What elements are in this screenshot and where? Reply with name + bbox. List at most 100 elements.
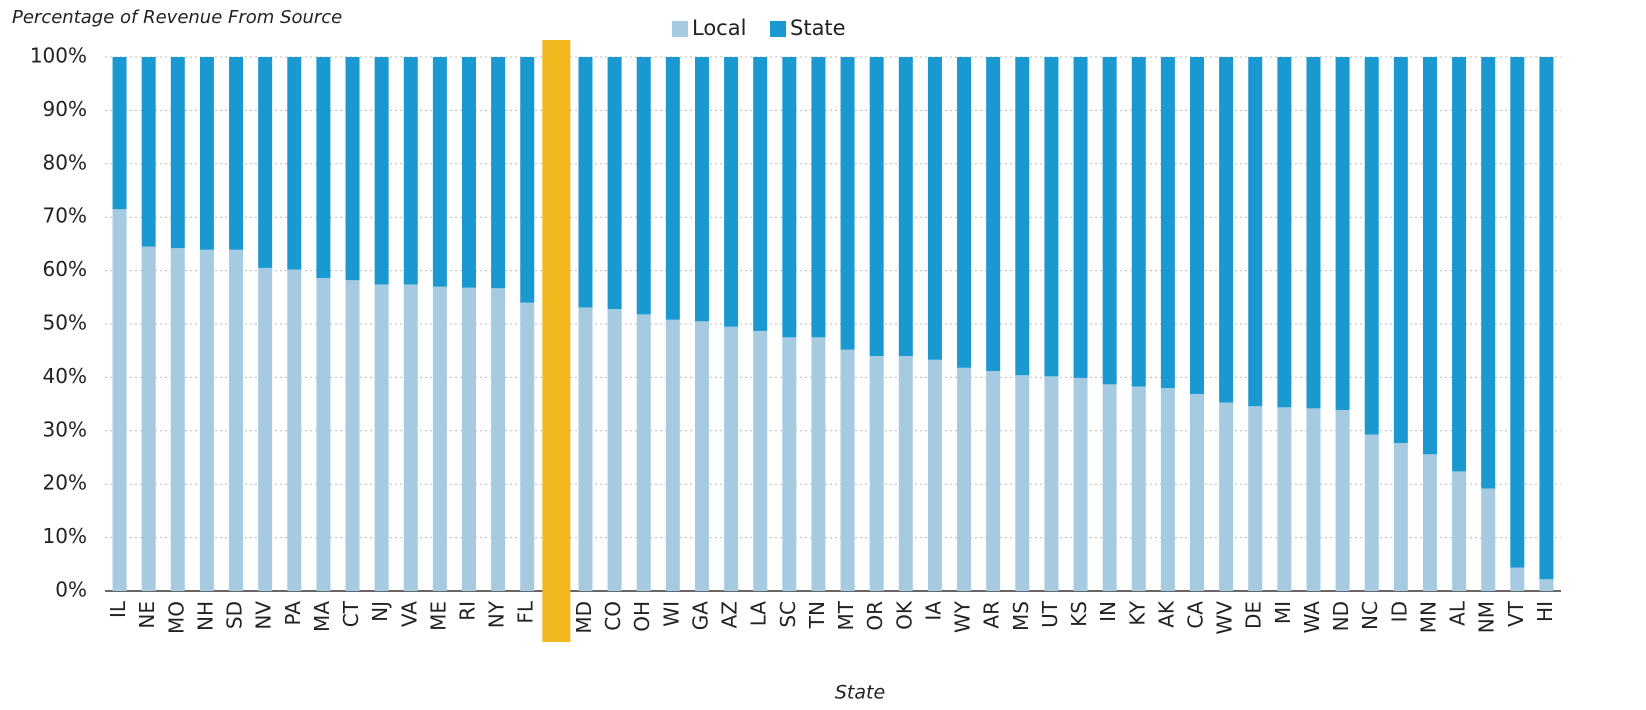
legend-swatch <box>672 21 688 37</box>
bar-segment <box>345 280 360 591</box>
bar-segment <box>694 321 709 591</box>
bar-segment <box>927 57 942 360</box>
bar-segment <box>462 57 476 288</box>
bar-segment <box>1481 488 1496 591</box>
x-tick-label: AL <box>1446 600 1470 626</box>
bar-segment <box>432 57 447 287</box>
x-tick-label: NC <box>1358 601 1382 630</box>
bar-segment <box>1510 567 1525 591</box>
bar-segment <box>1160 57 1175 389</box>
x-tick-label: CO <box>601 601 625 631</box>
bar-segment <box>170 57 185 249</box>
x-tick-label: SC <box>776 601 800 628</box>
bar-segment <box>462 287 476 591</box>
x-tick-label: HI <box>1533 601 1557 622</box>
x-tick-label: KS <box>1067 601 1091 627</box>
x-tick-label: SD <box>223 601 247 629</box>
bar-segment <box>287 269 302 591</box>
bar-segment <box>374 284 389 591</box>
x-tick-label: PA <box>281 601 305 626</box>
y-tick-label: 50% <box>43 311 87 335</box>
bar-segment <box>636 57 651 315</box>
bar-segment <box>1190 57 1204 394</box>
x-tick-label: MO <box>164 601 188 634</box>
bar-segment <box>258 267 273 591</box>
bar-segment <box>724 326 739 591</box>
x-tick-label: MA <box>310 601 334 632</box>
x-tick-label: IL <box>106 600 130 618</box>
x-tick-label: ID <box>1387 601 1411 622</box>
bar-segment <box>1277 407 1292 591</box>
bar-segment <box>1335 57 1350 410</box>
bar-segment <box>753 57 768 331</box>
bar-segment <box>1248 406 1263 591</box>
bar-segment <box>520 302 535 591</box>
bar-segment <box>1248 57 1263 407</box>
bar-segment <box>345 57 360 281</box>
bar-segment <box>782 337 797 591</box>
bar-segment <box>986 370 1001 591</box>
chart-title: Percentage of Revenue From Source <box>12 7 342 28</box>
bar-segment <box>1102 57 1117 385</box>
bar-segment <box>316 278 331 591</box>
bar-segment <box>432 286 447 591</box>
x-tick-label: OK <box>892 600 916 630</box>
bar-segment <box>520 57 535 303</box>
x-axis-label: State <box>835 682 885 704</box>
bar-segment <box>753 330 768 591</box>
bar-segment <box>578 57 593 308</box>
bar-segment <box>112 57 127 210</box>
bar-segment <box>1044 57 1059 377</box>
y-tick-label: 10% <box>43 524 87 548</box>
bar-segment <box>636 314 651 591</box>
bar-segment <box>665 57 680 320</box>
bar-segment <box>1335 409 1350 591</box>
y-tick-label: 0% <box>55 578 87 602</box>
y-tick-label: 40% <box>43 364 87 388</box>
x-tick-label: NV <box>252 601 276 630</box>
y-tick-label: 70% <box>43 204 87 228</box>
x-tick-label: CA <box>1184 601 1208 629</box>
bar-segment <box>811 57 826 338</box>
bar-segment <box>141 246 156 591</box>
bar-segment <box>782 57 797 338</box>
bar-segment <box>578 307 593 591</box>
bar-segment <box>1510 57 1525 568</box>
legend-label: Local <box>692 16 746 40</box>
x-tick-label: NM <box>1475 601 1499 633</box>
x-tick-label: ND <box>1329 601 1353 631</box>
y-tick-label: 80% <box>43 150 87 174</box>
bar-segment <box>1422 454 1437 591</box>
bar-segment <box>1364 434 1379 591</box>
x-tick-label: DE <box>1242 601 1266 629</box>
bar-segment <box>1160 388 1175 591</box>
bar-segment <box>1015 57 1030 376</box>
bar-segment <box>1073 57 1088 378</box>
bar-segment <box>840 349 855 591</box>
bar-segment <box>1539 57 1554 580</box>
bar-segment <box>898 57 913 357</box>
y-tick-label: 30% <box>43 417 87 441</box>
bar-segment <box>1306 57 1321 409</box>
x-tick-label: AR <box>980 601 1004 629</box>
x-tick-label: RI <box>456 601 480 621</box>
bar-segment <box>1452 471 1467 591</box>
bar-segment <box>1131 57 1146 387</box>
bar-segment <box>1131 386 1146 591</box>
bar-segment <box>403 57 418 285</box>
bar-segment <box>229 57 244 250</box>
bar-segment <box>491 288 506 591</box>
x-tick-label: MD <box>572 601 596 634</box>
bar-segment <box>1044 376 1059 591</box>
x-tick-label: WI <box>659 601 683 627</box>
bar-segment <box>141 57 156 247</box>
bar-segment <box>869 57 884 357</box>
legend-swatch <box>770 21 786 37</box>
x-tick-label: FL <box>514 600 538 624</box>
bar-segment <box>1422 57 1437 455</box>
bar-segment <box>229 249 244 592</box>
x-tick-label: CT <box>339 600 363 627</box>
x-tick-label: NJ <box>368 601 392 622</box>
highlight-bar <box>542 40 571 642</box>
bar-segment <box>112 209 127 591</box>
